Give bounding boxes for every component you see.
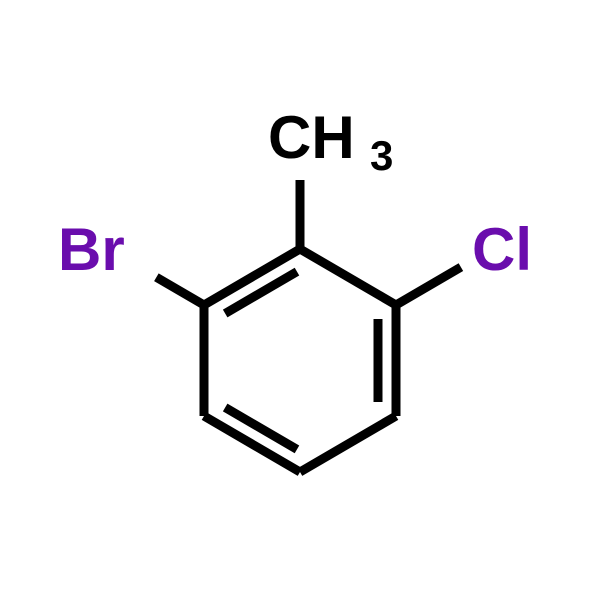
methyl-subscript: 3 xyxy=(370,132,393,179)
cl-label: Cl xyxy=(472,216,532,283)
molecule-diagram: CH 3 Br Cl xyxy=(0,0,600,600)
methyl-label: CH xyxy=(268,104,355,171)
br-label: Br xyxy=(58,216,125,283)
bonds-layer xyxy=(156,180,461,472)
